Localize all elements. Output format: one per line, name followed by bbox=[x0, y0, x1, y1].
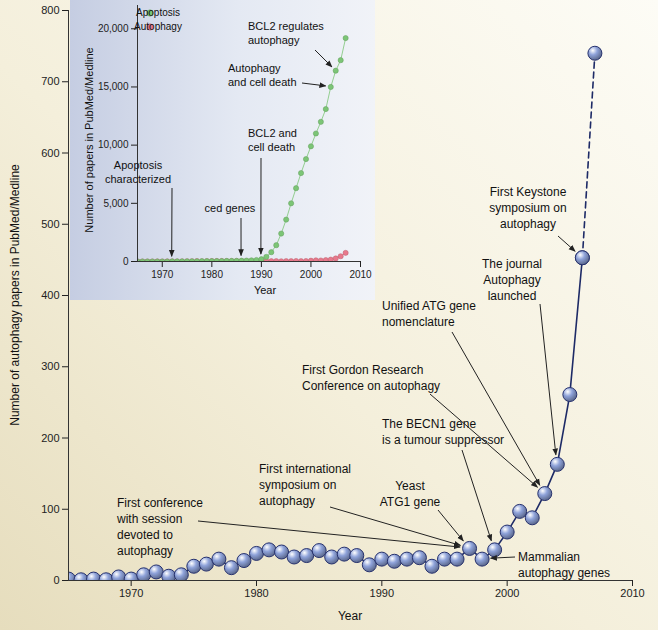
svg-text:1970: 1970 bbox=[119, 587, 143, 599]
svg-text:The journalAutophagylaunched: The journalAutophagylaunched bbox=[482, 257, 542, 303]
svg-text:First Keystonesymposium onauto: First Keystonesymposium onautophagy bbox=[489, 185, 566, 231]
svg-text:20,000: 20,000 bbox=[98, 23, 129, 34]
svg-text:300: 300 bbox=[41, 360, 59, 372]
svg-text:1980: 1980 bbox=[201, 269, 224, 280]
svg-text:Number of papers in PubMed/Med: Number of papers in PubMed/Medline bbox=[83, 47, 95, 232]
svg-text:5,000: 5,000 bbox=[103, 198, 128, 209]
svg-text:First internationalsymposium o: First internationalsymposium onautophagy bbox=[259, 462, 351, 508]
svg-text:YeastATG1 gene: YeastATG1 gene bbox=[380, 479, 441, 509]
svg-text:Number of autophagy papers in: Number of autophagy papers in PubMed/Med… bbox=[8, 164, 22, 426]
svg-text:200: 200 bbox=[41, 432, 59, 444]
svg-text:2000: 2000 bbox=[300, 269, 323, 280]
svg-text:0: 0 bbox=[53, 574, 59, 586]
svg-text:500: 500 bbox=[41, 218, 59, 230]
svg-text:BCL2 regulatesautophagy: BCL2 regulatesautophagy bbox=[248, 20, 324, 46]
svg-text:1990: 1990 bbox=[250, 269, 273, 280]
svg-text:0: 0 bbox=[123, 256, 129, 267]
svg-text:Mammalianautophagy genes: Mammalianautophagy genes bbox=[518, 550, 610, 580]
svg-text:Autophagy: Autophagy bbox=[134, 21, 182, 32]
svg-text:Apoptosischaracterized: Apoptosischaracterized bbox=[105, 159, 171, 185]
svg-text:1970: 1970 bbox=[151, 269, 174, 280]
svg-text:600: 600 bbox=[41, 147, 59, 159]
svg-text:800: 800 bbox=[41, 4, 59, 16]
svg-text:BCL2 andcell death: BCL2 andcell death bbox=[248, 127, 297, 153]
svg-text:10,000: 10,000 bbox=[98, 139, 129, 150]
svg-text:1980: 1980 bbox=[244, 587, 268, 599]
svg-text:ced genes: ced genes bbox=[205, 202, 256, 214]
svg-text:Autophagyand cell death: Autophagyand cell death bbox=[228, 62, 297, 88]
svg-text:Unified ATG genenomenclature: Unified ATG genenomenclature bbox=[382, 299, 476, 329]
html-text:is a tumour suppressor: is a tumour suppressor bbox=[382, 433, 505, 447]
svg-text:2000: 2000 bbox=[495, 587, 519, 599]
svg-text:First conferencewith sessionde: First conferencewith sessiondevoted toau… bbox=[116, 496, 203, 558]
svg-text:1990: 1990 bbox=[370, 587, 394, 599]
svg-text:First Gordon ResearchConferenc: First Gordon ResearchConference on autop… bbox=[302, 363, 440, 393]
svg-text:2010: 2010 bbox=[620, 587, 644, 599]
svg-text:400: 400 bbox=[41, 289, 59, 301]
svg-text:Year: Year bbox=[338, 609, 362, 623]
html-text:The BECN1 gene: The BECN1 gene bbox=[382, 417, 477, 431]
svg-text:15,000: 15,000 bbox=[98, 81, 129, 92]
svg-text:2010: 2010 bbox=[349, 269, 372, 280]
svg-text:100: 100 bbox=[41, 503, 59, 515]
svg-text:Year: Year bbox=[254, 284, 277, 296]
svg-text:700: 700 bbox=[41, 75, 59, 87]
svg-text:Apoptosis: Apoptosis bbox=[136, 7, 180, 18]
